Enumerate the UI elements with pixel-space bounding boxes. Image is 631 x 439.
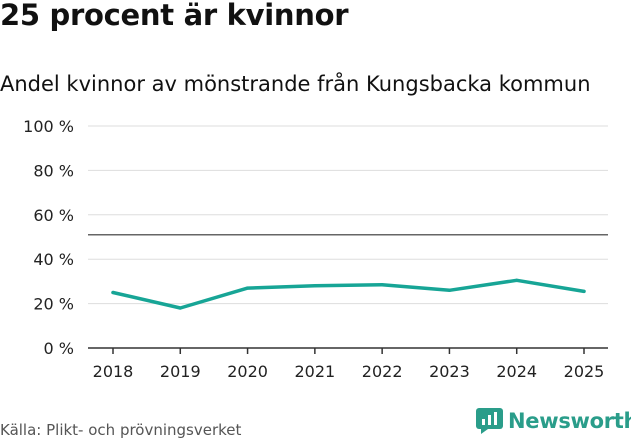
data-point-2022 (380, 283, 384, 287)
x-tick-label-2020: 2020 (227, 362, 268, 381)
data-point-2025 (582, 289, 586, 293)
x-tick-label-2025: 2025 (564, 362, 605, 381)
x-axis (88, 347, 608, 354)
x-axis-labels: 2018 2019 2020 2021 2022 2023 2024 2025 (93, 362, 605, 381)
source-note: Källa: Plikt- och prövningsverket (0, 421, 242, 439)
newsworthy-logo[interactable]: Newsworthy (476, 408, 631, 434)
x-tick-label-2022: 2022 (362, 362, 403, 381)
series-line-0 (111, 278, 586, 310)
x-tick-label-2021: 2021 (294, 362, 335, 381)
brand-name: Newsworthy (508, 409, 631, 433)
data-point-2018 (111, 290, 115, 295)
data-point-2020 (245, 286, 250, 290)
y-tick-label-80: 80 % (33, 161, 74, 180)
y-tick-label-20: 20 % (33, 295, 74, 314)
data-point-2023 (447, 288, 452, 292)
series-group (111, 278, 586, 310)
newsworthy-logo-icon (476, 408, 503, 434)
y-tick-label-40: 40 % (33, 250, 74, 269)
data-point-2019 (178, 306, 182, 310)
grid-lines (88, 125, 608, 305)
y-tick-label-60: 60 % (33, 206, 74, 225)
x-tick-label-2023: 2023 (429, 362, 470, 381)
x-tick-label-2019: 2019 (160, 362, 201, 381)
y-axis-labels: 0 % 20 % 40 % 60 % 80 % 100 % (23, 117, 74, 358)
x-tick-label-2024: 2024 (496, 362, 537, 381)
y-tick-label-0: 0 % (44, 339, 74, 358)
chart-subtitle: Andel kvinnor av mönstrande från Kungsba… (0, 72, 591, 96)
x-tick-label-2018: 2018 (93, 362, 134, 381)
y-tick-label-100: 100 % (23, 117, 74, 136)
data-point-2024 (515, 278, 519, 282)
data-point-2021 (313, 284, 317, 288)
chart-title: 25 procent är kvinnor (0, 0, 349, 32)
